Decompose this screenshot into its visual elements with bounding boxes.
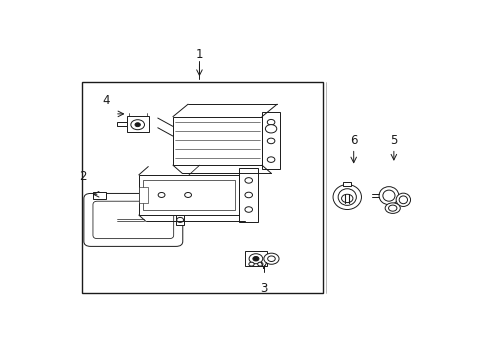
Ellipse shape — [388, 205, 396, 211]
Ellipse shape — [398, 196, 407, 204]
Bar — [262, 112, 280, 169]
Bar — [117, 122, 126, 126]
Bar — [126, 116, 148, 132]
Circle shape — [264, 253, 279, 264]
Bar — [139, 187, 148, 203]
Circle shape — [341, 194, 352, 203]
Ellipse shape — [382, 190, 394, 201]
Circle shape — [184, 193, 191, 198]
Circle shape — [267, 138, 274, 144]
Ellipse shape — [378, 186, 398, 205]
Circle shape — [244, 177, 252, 183]
Bar — [142, 180, 235, 210]
Bar — [175, 215, 183, 225]
Circle shape — [135, 123, 140, 127]
Bar — [239, 168, 258, 222]
Ellipse shape — [385, 203, 400, 213]
Text: 1: 1 — [195, 48, 203, 61]
Bar — [139, 175, 239, 215]
Circle shape — [257, 262, 263, 266]
Circle shape — [244, 207, 252, 212]
Circle shape — [244, 192, 252, 198]
Text: 3: 3 — [260, 282, 267, 294]
FancyBboxPatch shape — [84, 193, 183, 246]
Circle shape — [252, 257, 259, 261]
Circle shape — [248, 254, 262, 264]
Bar — [173, 117, 262, 165]
Text: 2: 2 — [79, 170, 87, 183]
FancyBboxPatch shape — [93, 201, 173, 239]
Bar — [244, 251, 266, 266]
Circle shape — [131, 120, 144, 130]
Circle shape — [267, 157, 274, 162]
Circle shape — [267, 120, 274, 125]
Bar — [343, 182, 350, 186]
Ellipse shape — [395, 193, 410, 207]
Bar — [82, 82, 322, 293]
Text: 5: 5 — [389, 134, 397, 147]
Ellipse shape — [338, 189, 356, 205]
Circle shape — [158, 193, 164, 198]
Circle shape — [265, 125, 276, 133]
Ellipse shape — [332, 185, 361, 210]
Text: 4: 4 — [102, 94, 109, 107]
Bar — [92, 192, 105, 199]
Circle shape — [176, 217, 183, 222]
Text: 6: 6 — [349, 134, 357, 147]
Circle shape — [248, 262, 254, 266]
Circle shape — [267, 256, 275, 261]
